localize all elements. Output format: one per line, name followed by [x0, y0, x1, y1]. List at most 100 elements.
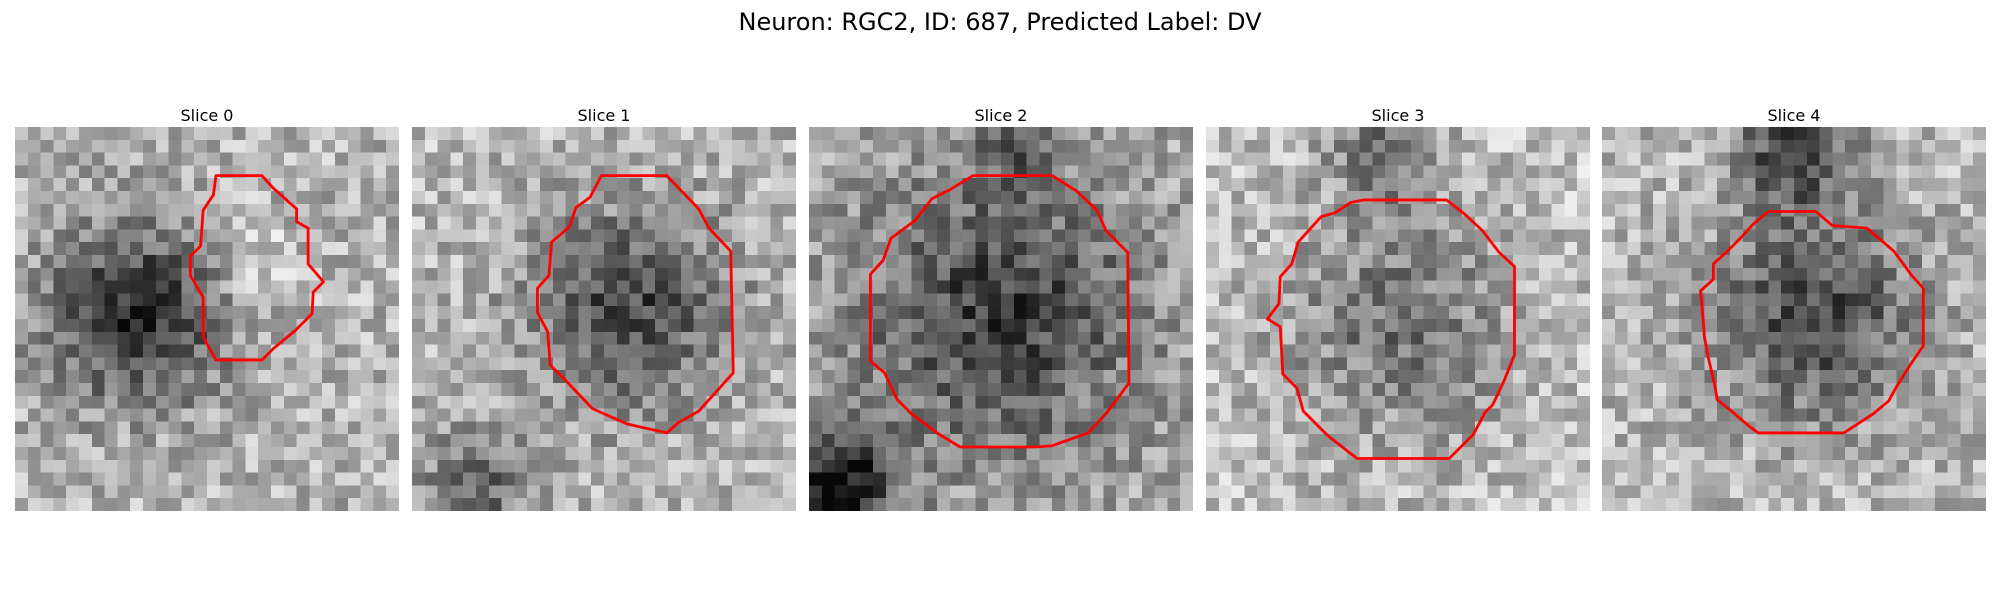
- image-pixel: [1615, 319, 1628, 332]
- image-pixel: [1909, 191, 1922, 204]
- image-pixel: [1960, 153, 1973, 166]
- image-pixel: [1270, 217, 1283, 230]
- image-pixel: [553, 345, 566, 358]
- image-pixel: [309, 332, 322, 345]
- image-pixel: [489, 281, 502, 294]
- image-pixel: [822, 281, 835, 294]
- image-pixel: [1628, 319, 1641, 332]
- image-pixel: [1488, 217, 1501, 230]
- image-pixel: [988, 217, 1001, 230]
- image-pixel: [502, 319, 515, 332]
- image-pixel: [1424, 383, 1437, 396]
- image-pixel: [719, 204, 732, 217]
- image-pixel: [1922, 409, 1935, 422]
- image-pixel: [1321, 255, 1334, 268]
- image-pixel: [1717, 281, 1730, 294]
- image-pixel: [1116, 447, 1129, 460]
- image-pixel: [1360, 498, 1373, 511]
- image-pixel: [911, 485, 924, 498]
- image-pixel: [1794, 409, 1807, 422]
- image-pixel: [1909, 293, 1922, 306]
- image-pixel: [1206, 370, 1219, 383]
- image-pixel: [1462, 306, 1475, 319]
- image-pixel: [1347, 460, 1360, 473]
- image-pixel: [770, 396, 783, 409]
- image-pixel: [194, 127, 207, 140]
- image-pixel: [514, 191, 527, 204]
- image-pixel: [322, 421, 335, 434]
- image-pixel: [1743, 165, 1756, 178]
- image-pixel: [1743, 370, 1756, 383]
- image-pixel: [822, 178, 835, 191]
- image-pixel: [809, 191, 822, 204]
- image-pixel: [1564, 460, 1577, 473]
- image-pixel: [1935, 332, 1948, 345]
- image-pixel: [1653, 319, 1666, 332]
- image-pixel: [527, 498, 540, 511]
- image-pixel: [1666, 165, 1679, 178]
- image-pixel: [322, 447, 335, 460]
- image-pixel: [1129, 255, 1142, 268]
- image-pixel: [386, 229, 399, 242]
- image-pixel: [1232, 153, 1245, 166]
- image-pixel: [1475, 434, 1488, 447]
- image-pixel: [1794, 255, 1807, 268]
- image-pixel: [1078, 140, 1091, 153]
- image-pixel: [1960, 293, 1973, 306]
- image-pixel: [463, 409, 476, 422]
- image-pixel: [1001, 345, 1014, 358]
- image-pixel: [847, 229, 860, 242]
- image-pixel: [1935, 165, 1948, 178]
- image-pixel: [822, 396, 835, 409]
- image-pixel: [1743, 293, 1756, 306]
- image-pixel: [1730, 127, 1743, 140]
- image-pixel: [847, 268, 860, 281]
- image-pixel: [1091, 153, 1104, 166]
- image-pixel: [1462, 460, 1475, 473]
- image-pixel: [1039, 345, 1052, 358]
- image-pixel: [1462, 370, 1475, 383]
- image-pixel: [156, 473, 169, 486]
- image-pixel: [745, 153, 758, 166]
- image-pixel: [1577, 485, 1590, 498]
- image-pixel: [1103, 383, 1116, 396]
- image-pixel: [386, 460, 399, 473]
- image-pixel: [835, 281, 848, 294]
- image-pixel: [578, 178, 591, 191]
- image-pixel: [1206, 357, 1219, 370]
- image-pixel: [1539, 165, 1552, 178]
- image-pixel: [1219, 396, 1232, 409]
- image-pixel: [527, 140, 540, 153]
- image-pixel: [1232, 434, 1245, 447]
- image-pixel: [463, 242, 476, 255]
- image-pixel: [1666, 345, 1679, 358]
- image-pixel: [1014, 498, 1027, 511]
- image-pixel: [1180, 217, 1193, 230]
- image-pixel: [1820, 281, 1833, 294]
- image-pixel: [1884, 204, 1897, 217]
- image-pixel: [1155, 255, 1168, 268]
- image-pixel: [1296, 370, 1309, 383]
- image-pixel: [1564, 242, 1577, 255]
- image-pixel: [322, 268, 335, 281]
- image-pixel: [1424, 178, 1437, 191]
- image-pixel: [1296, 281, 1309, 294]
- image-pixel: [847, 370, 860, 383]
- image-pixel: [361, 319, 374, 332]
- image-pixel: [181, 460, 194, 473]
- image-pixel: [1091, 229, 1104, 242]
- image-pixel: [1449, 473, 1462, 486]
- image-pixel: [1142, 281, 1155, 294]
- image-pixel: [1820, 319, 1833, 332]
- image-pixel: [527, 204, 540, 217]
- image-pixel: [1781, 293, 1794, 306]
- image-pixel: [66, 178, 79, 191]
- image-pixel: [361, 447, 374, 460]
- image-pixel: [1014, 357, 1027, 370]
- image-pixel: [284, 498, 297, 511]
- image-pixel: [1436, 421, 1449, 434]
- image-pixel: [566, 447, 579, 460]
- image-pixel: [476, 140, 489, 153]
- image-pixel: [1129, 242, 1142, 255]
- image-pixel: [309, 460, 322, 473]
